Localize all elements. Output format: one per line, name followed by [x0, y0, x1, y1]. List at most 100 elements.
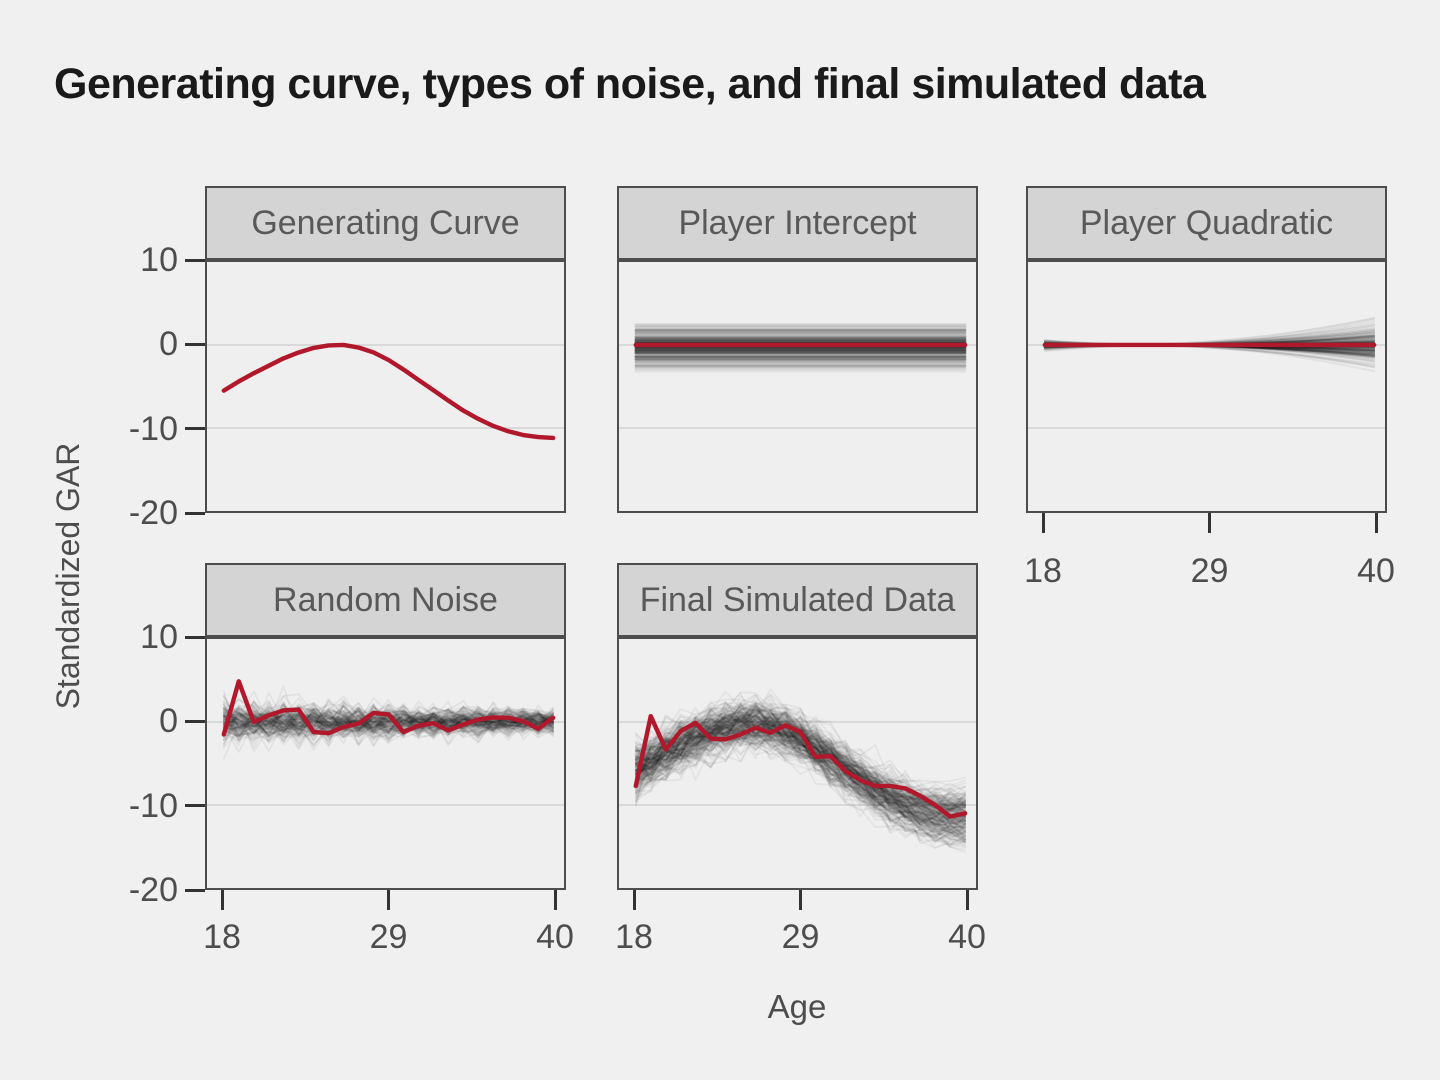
series-line [634, 725, 967, 823]
series-line [634, 729, 967, 844]
series-line [634, 719, 967, 849]
series-line [634, 716, 967, 829]
series-line [634, 734, 967, 845]
series-line [634, 722, 967, 825]
facet-label: Player Intercept [678, 203, 917, 242]
series-line [222, 699, 555, 743]
series-line [222, 701, 555, 742]
series-line [222, 705, 555, 737]
y-axis-title: Standardized GAR [50, 442, 86, 710]
x-axis-tick [1374, 513, 1378, 533]
series-line [634, 732, 967, 846]
series-line [634, 709, 967, 838]
series-line [634, 729, 967, 839]
series-line [634, 706, 967, 806]
series-line [222, 710, 555, 745]
series-line [634, 713, 967, 834]
series-line [222, 706, 555, 740]
y-axis-tick-label: 0 [159, 702, 178, 741]
x-axis-tick-label: 18 [203, 918, 241, 956]
series-line [634, 711, 967, 832]
series-line [222, 702, 555, 732]
y-axis-tick [185, 427, 205, 431]
series-line [634, 726, 967, 818]
series-line [634, 721, 967, 827]
series-line [222, 710, 555, 742]
series-line [634, 713, 967, 826]
series-line [222, 708, 555, 738]
series-line [634, 704, 967, 810]
series-line [634, 722, 967, 835]
series-line [634, 715, 967, 831]
plot-area-final-simulated-data [617, 637, 978, 890]
series-line [634, 725, 967, 828]
series-line [634, 709, 967, 803]
series-line [634, 722, 967, 829]
facet-strip-final-simulated-data: Final Simulated Data [617, 563, 978, 637]
series-line [222, 701, 555, 736]
series-line [222, 705, 555, 734]
series-line [634, 724, 967, 829]
x-axis-tick-label: 18 [1024, 552, 1062, 590]
series-line [634, 726, 967, 828]
series-line [634, 702, 967, 814]
series-line [634, 727, 967, 839]
series-line [634, 730, 967, 829]
facet-strip-player-intercept: Player Intercept [617, 186, 978, 260]
facet-label: Player Quadratic [1079, 203, 1334, 242]
series-line [634, 722, 967, 820]
y-axis-tick-label: -10 [128, 409, 178, 448]
series-line [634, 708, 967, 814]
series-line [634, 728, 967, 836]
series-line [634, 715, 967, 844]
series-line [222, 709, 555, 738]
series-line [634, 714, 967, 832]
series-line [634, 713, 967, 822]
series-line [222, 705, 555, 737]
series-line [222, 703, 555, 737]
series-line [222, 707, 555, 743]
series-line [634, 709, 967, 815]
series-line [634, 712, 967, 827]
y-axis-tick [185, 888, 205, 892]
series-line [222, 708, 555, 740]
series-line [222, 710, 555, 736]
series-line [634, 708, 967, 791]
series-line [222, 711, 555, 742]
facet-strip-random-noise: Random Noise [205, 563, 566, 637]
series-line [222, 700, 555, 735]
x-axis-tick [632, 890, 636, 910]
x-axis-tick [1041, 513, 1045, 533]
series-line [634, 720, 967, 830]
series-line [634, 716, 967, 831]
series-line [634, 700, 967, 810]
series-line [634, 723, 967, 811]
series-line [634, 713, 967, 827]
series-line [222, 702, 555, 739]
x-axis-tick-label: 40 [948, 918, 986, 956]
series-line [222, 706, 555, 740]
series-line [634, 718, 967, 836]
y-axis-tick [185, 804, 205, 808]
series-line [222, 713, 555, 742]
series-line [634, 705, 967, 819]
y-axis-tick [185, 258, 205, 262]
series-line [634, 703, 967, 783]
series-line [634, 712, 967, 823]
series-line [634, 720, 967, 832]
series-line [634, 709, 967, 817]
plot-area-player-intercept [617, 260, 978, 513]
series-line [634, 710, 967, 812]
x-axis-tick [965, 890, 969, 910]
series-line [634, 723, 967, 827]
series-line [634, 710, 967, 822]
series-line [222, 706, 555, 735]
y-axis-tick [185, 719, 205, 723]
series-line [634, 717, 967, 827]
series-line [222, 702, 555, 747]
facet-strip-player-quadratic: Player Quadratic [1026, 186, 1387, 260]
series-line [222, 703, 555, 744]
series-line [222, 707, 555, 739]
series-line [634, 695, 967, 832]
x-axis-tick [799, 890, 802, 910]
